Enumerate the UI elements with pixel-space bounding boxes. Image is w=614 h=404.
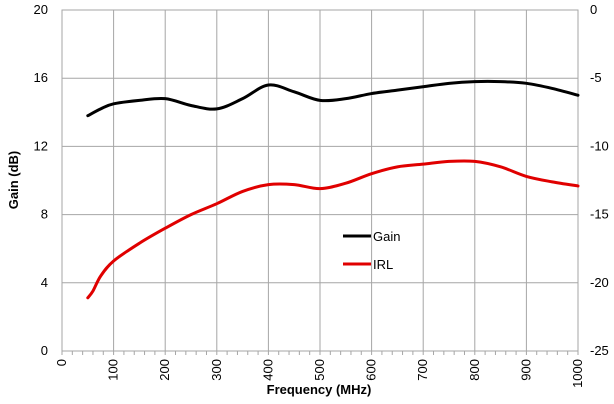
y2-tick-label: 0 [590, 2, 597, 17]
x-tick-label: 600 [364, 359, 379, 381]
y-tick-label: 4 [41, 275, 48, 290]
x-tick-label: 0 [54, 359, 69, 366]
plot-frame [61, 9, 579, 355]
series-lines [86, 79, 580, 300]
y-tick-label: 20 [34, 2, 48, 17]
y-tick-label: 0 [41, 343, 48, 358]
tick-labels: 0 100 200 300 400 500 600 700 800 900 100004812162… [34, 2, 609, 388]
x-tick-label: 300 [209, 359, 224, 381]
x-tick-label: 500 [312, 359, 327, 381]
x-tick-label: 400 [260, 359, 275, 381]
y-tick-label: 12 [34, 138, 48, 153]
y2-tick-label: -25 [590, 343, 609, 358]
x-tick-label: 700 [415, 359, 430, 381]
y2-tick-label: -5 [590, 70, 602, 85]
legend-label-irl: IRL [373, 257, 393, 272]
y2-tick-label: -15 [590, 207, 609, 222]
y-tick-label: 16 [34, 70, 48, 85]
series-line-gain [86, 79, 580, 118]
x-tick-label: 200 [157, 359, 172, 381]
y-tick-label: 8 [41, 207, 48, 222]
y-axis-title: Gain (dB) [6, 151, 21, 210]
y2-tick-label: -10 [590, 138, 609, 153]
x-axis-title: Frequency (MHz) [267, 382, 372, 397]
series-line-irl [86, 159, 580, 300]
legend-label-gain: Gain [373, 229, 400, 244]
grid-lines [62, 10, 578, 351]
legend: Gain IRL [343, 229, 400, 272]
x-tick-label: 900 [518, 359, 533, 381]
x-tick-label: 1000 [570, 359, 585, 388]
x-tick-label: 100 [106, 359, 121, 381]
y2-tick-label: -20 [590, 275, 609, 290]
x-tick-label: 800 [467, 359, 482, 381]
